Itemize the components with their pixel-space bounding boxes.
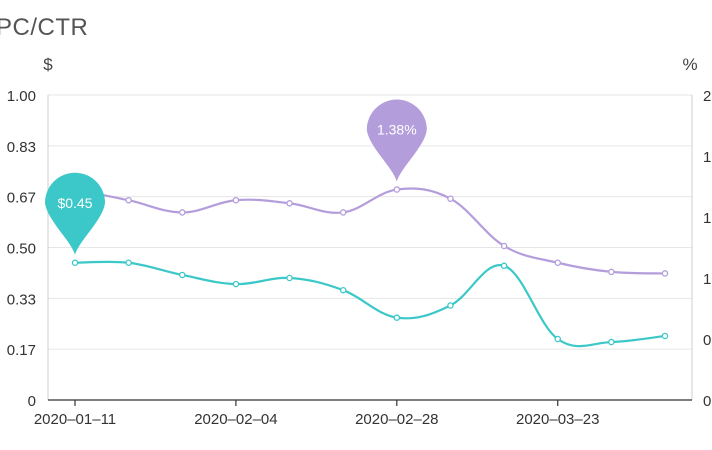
left-tick-label: 1.00 <box>7 88 36 105</box>
data-point <box>608 268 615 276</box>
callout-pin: 1.38% <box>366 99 427 182</box>
data-point <box>500 262 508 270</box>
right-tick-label: 2 <box>703 88 711 105</box>
data-point <box>179 209 186 216</box>
left-tick-label: 0.17 <box>7 342 36 359</box>
series-line-0 <box>74 187 666 275</box>
data-point <box>71 259 79 266</box>
left-tick-label: 0.83 <box>7 139 36 156</box>
left-tick-label: 0.33 <box>7 291 36 308</box>
right-tick-label: 1. <box>703 149 712 166</box>
data-point <box>125 259 132 266</box>
data-point <box>232 196 240 204</box>
data-point <box>339 286 347 294</box>
data-point <box>447 302 454 309</box>
data-point <box>339 209 347 216</box>
data-point <box>500 242 508 250</box>
right-tick-label: 1 <box>703 271 711 288</box>
callout-label: $0.45 <box>57 195 92 211</box>
right-axis-unit: % <box>682 55 697 74</box>
data-point <box>608 338 615 346</box>
data-point <box>447 195 454 202</box>
data-point <box>554 335 561 343</box>
data-point <box>554 259 561 266</box>
left-tick-label: 0.50 <box>7 241 36 258</box>
chart-title: PC/CTR <box>0 14 89 41</box>
callout-pin: $0.45 <box>45 172 105 255</box>
callout-label: 1.38% <box>377 122 417 138</box>
x-tick-label: 2020–03–23 <box>516 411 599 428</box>
data-point <box>232 280 240 288</box>
x-tick-label: 2020–02–28 <box>355 411 438 428</box>
left-axis-unit: $ <box>43 55 53 74</box>
data-point <box>661 270 669 277</box>
x-tick-label: 2020–02–04 <box>194 411 277 428</box>
right-tick-label: 0 <box>703 332 711 349</box>
data-point <box>286 274 293 282</box>
right-tick-label: 0 <box>703 393 711 410</box>
data-point <box>125 196 132 204</box>
callout-shape <box>366 99 427 182</box>
x-tick-label: 2020–01–11 <box>34 411 116 428</box>
data-point <box>393 186 401 193</box>
data-point <box>286 200 293 207</box>
callout-shape <box>45 172 105 255</box>
data-point <box>393 314 401 321</box>
left-tick-label: 0 <box>28 393 36 410</box>
series-line-1 <box>74 260 666 348</box>
left-tick-label: 0.67 <box>7 190 36 207</box>
data-point <box>179 271 186 279</box>
right-tick-label: 1. <box>703 210 712 227</box>
data-point <box>661 332 669 340</box>
